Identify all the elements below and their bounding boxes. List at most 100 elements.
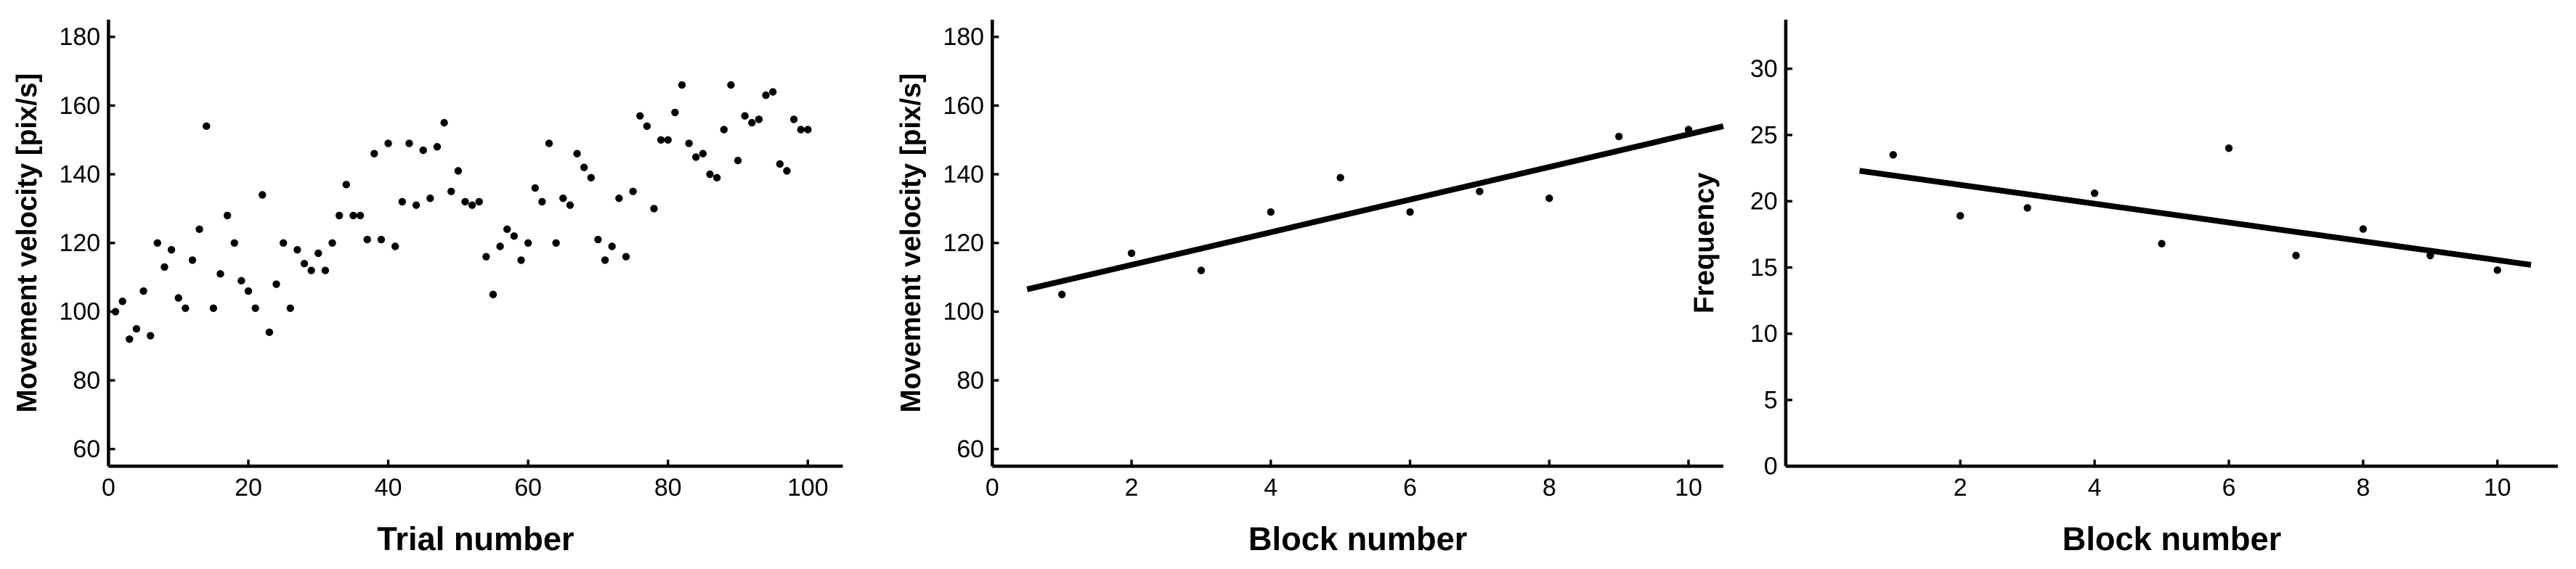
point — [328, 239, 336, 247]
point — [370, 150, 378, 157]
x-tick-label: 2 — [1954, 474, 1967, 502]
y-tick-label: 140 — [943, 160, 984, 188]
point — [209, 304, 218, 312]
point — [622, 253, 630, 261]
point — [741, 112, 749, 120]
point — [685, 139, 693, 147]
point — [1197, 266, 1206, 274]
point — [230, 239, 238, 247]
y-tick-label: 20 — [1750, 188, 1778, 216]
x-axis-label: Block number — [2063, 520, 2282, 557]
y-axis-label: Movement velocity [pix/s] — [895, 73, 927, 413]
y-axis-label: Frequency — [1689, 172, 1720, 314]
point — [692, 153, 700, 161]
point — [2292, 251, 2300, 260]
x-tick-label: 100 — [787, 474, 829, 502]
point — [1058, 290, 1066, 298]
y-tick-label: 160 — [943, 92, 984, 120]
point — [272, 280, 280, 288]
x-tick-label: 8 — [1543, 474, 1556, 502]
x-tick-label: 20 — [235, 474, 262, 502]
point — [712, 173, 721, 182]
point — [111, 308, 120, 316]
point — [363, 235, 371, 244]
point — [1336, 173, 1344, 182]
point — [496, 242, 504, 250]
y-tick-label: 180 — [60, 23, 101, 51]
point — [650, 205, 658, 213]
y-tick-label: 30 — [1750, 55, 1778, 83]
y-tick-label: 180 — [943, 23, 984, 51]
point — [678, 81, 686, 89]
y-tick-label: 120 — [60, 229, 101, 257]
point — [524, 239, 532, 247]
x-tick-label: 8 — [2356, 474, 2370, 502]
point — [1889, 151, 1897, 159]
point — [307, 266, 315, 274]
point — [503, 225, 511, 234]
point — [1957, 212, 1964, 220]
x-tick-label: 6 — [2222, 474, 2236, 502]
point — [398, 197, 407, 206]
point — [587, 173, 596, 182]
point — [433, 143, 442, 151]
point — [174, 294, 182, 302]
point — [566, 201, 574, 209]
point — [720, 126, 728, 134]
point — [377, 235, 386, 244]
point — [126, 335, 134, 343]
point — [2359, 225, 2368, 233]
point — [349, 211, 357, 220]
y-tick-label: 60 — [73, 435, 100, 463]
x-tick-label: 80 — [654, 474, 682, 502]
y-tick-label: 60 — [956, 435, 984, 463]
point — [1127, 249, 1136, 258]
point — [629, 187, 637, 195]
point — [769, 88, 777, 96]
point — [755, 115, 763, 123]
x-tick-label: 10 — [1675, 474, 1702, 502]
y-tick-label: 100 — [60, 298, 101, 326]
point — [1476, 187, 1484, 195]
point — [762, 91, 770, 99]
point — [447, 187, 455, 195]
x-tick-label: 2 — [1125, 474, 1139, 502]
fit-line — [1026, 123, 1724, 292]
point — [412, 201, 420, 209]
point — [573, 150, 581, 157]
point — [405, 139, 413, 147]
fit-line — [1859, 168, 2532, 268]
point — [300, 259, 309, 268]
point — [118, 298, 126, 306]
point — [594, 235, 602, 244]
y-tick-label: 15 — [1750, 254, 1778, 282]
point — [237, 277, 245, 285]
point — [2224, 144, 2233, 152]
point — [482, 253, 490, 261]
y-tick-label: 120 — [943, 229, 984, 257]
point — [601, 256, 609, 264]
point — [552, 239, 560, 247]
x-tick-label: 4 — [1264, 474, 1277, 502]
y-axis-label: Movement velocity [pix/s] — [12, 73, 43, 413]
point — [468, 201, 476, 209]
point — [314, 249, 322, 258]
point — [265, 328, 274, 337]
point — [580, 163, 588, 171]
point — [419, 146, 427, 155]
point — [342, 181, 351, 189]
x-tick-label: 40 — [375, 474, 402, 502]
point — [783, 167, 791, 175]
x-tick-label: 60 — [514, 474, 542, 502]
point — [293, 246, 301, 254]
x-tick-label: 0 — [986, 474, 999, 502]
point — [510, 232, 519, 240]
point — [538, 197, 546, 206]
point — [244, 287, 253, 295]
point — [776, 160, 784, 168]
point — [146, 332, 155, 340]
point — [161, 263, 168, 271]
point — [608, 242, 616, 250]
point — [1545, 195, 1553, 202]
